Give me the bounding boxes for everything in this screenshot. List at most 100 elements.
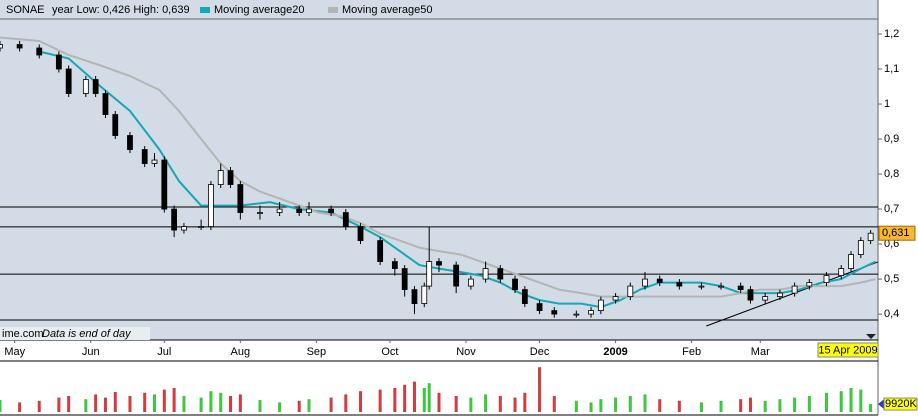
moving-average-line xyxy=(0,36,876,298)
volume-bar xyxy=(793,397,797,412)
candle-body xyxy=(257,212,263,214)
candle-body xyxy=(867,232,874,241)
volume-label: 9920K xyxy=(885,398,917,410)
volume-bar xyxy=(209,391,213,412)
date-label-box xyxy=(817,342,879,358)
volume-bar xyxy=(94,394,98,412)
footer-background xyxy=(0,327,150,340)
volume-bar xyxy=(469,397,473,412)
last-price-box xyxy=(878,225,916,241)
date-label: 15 Apr 2009 xyxy=(818,344,877,356)
volume-bar xyxy=(763,400,767,412)
candle-body xyxy=(171,208,178,231)
volume-bar xyxy=(454,396,458,412)
footer-source: ime.com xyxy=(2,328,44,340)
volume-bar xyxy=(614,397,618,412)
x-tick-label: Aug xyxy=(231,346,251,358)
volume-bar xyxy=(297,400,301,412)
candle-body xyxy=(237,184,244,213)
volume-bar xyxy=(329,397,333,412)
candle-body xyxy=(656,278,663,283)
volume-bar xyxy=(699,402,703,412)
scroll-triangle xyxy=(866,334,876,339)
candle-body xyxy=(82,79,89,94)
volume-bar xyxy=(57,397,61,412)
volume-bar xyxy=(748,397,752,412)
legend-swatch xyxy=(200,7,210,13)
volume-bar xyxy=(437,392,441,412)
candle-body xyxy=(698,285,705,288)
volume-pointer xyxy=(878,399,884,410)
candle-body xyxy=(181,226,187,231)
volume-bar xyxy=(359,391,363,412)
volume-bar xyxy=(849,388,853,412)
axis-background xyxy=(878,0,918,419)
volume-label-box xyxy=(883,397,918,411)
plot-background xyxy=(0,0,878,340)
candle-body xyxy=(357,226,364,241)
y-tick-label: 1,2 xyxy=(884,28,899,40)
candle-body xyxy=(737,285,744,290)
volume-bar xyxy=(869,404,873,412)
x-tick-label: Jul xyxy=(157,346,171,358)
candle-body xyxy=(426,261,433,287)
legend-label: Moving average50 xyxy=(342,4,433,16)
x-tick-label: Dec xyxy=(530,346,550,358)
candle-body xyxy=(328,208,334,213)
volume-bar xyxy=(589,402,593,412)
volume-bar xyxy=(484,394,488,412)
candle-body xyxy=(627,285,634,297)
y-tick-label: 0,8 xyxy=(884,168,899,180)
candle-body xyxy=(306,208,312,213)
candle-body xyxy=(848,254,854,269)
volume-bar xyxy=(807,396,811,412)
candle-body xyxy=(208,184,214,227)
volume-bar xyxy=(278,402,282,412)
footer-note: Data is end of day xyxy=(42,328,132,340)
volume-bar xyxy=(538,367,542,412)
candle-body xyxy=(718,285,724,288)
candle-body xyxy=(512,278,518,290)
volume-bar xyxy=(513,397,517,412)
volume-bar xyxy=(778,399,782,412)
volume-bar xyxy=(552,396,556,412)
candle-body xyxy=(141,149,148,164)
candle-body xyxy=(588,310,594,315)
volume-bar xyxy=(739,399,743,412)
candle-body xyxy=(421,285,428,304)
candle-body xyxy=(377,240,384,262)
moving-average-line xyxy=(38,50,876,309)
candle-body xyxy=(161,159,168,210)
candle-body xyxy=(198,226,205,228)
volume-bar xyxy=(719,400,723,412)
candle-body xyxy=(551,310,558,315)
candle-body xyxy=(391,261,398,269)
x-tick-label: May xyxy=(4,346,25,358)
x-tick-label: Nov xyxy=(456,346,476,358)
volume-bar xyxy=(258,400,262,412)
candle-body xyxy=(776,292,783,297)
candle-body xyxy=(102,93,109,115)
volume-bar xyxy=(422,388,426,412)
volume-bar xyxy=(238,394,242,412)
candle-body xyxy=(497,268,504,280)
candle-body xyxy=(0,44,3,49)
y-tick-label: 0,9 xyxy=(884,133,899,145)
candle-body xyxy=(16,44,23,49)
last-price-label: 0,631 xyxy=(882,227,910,239)
volume-bar xyxy=(153,394,157,412)
x-tick-label: 2009 xyxy=(603,346,627,358)
y-tick-label: 1 xyxy=(884,98,890,110)
candle-body xyxy=(453,264,460,287)
y-tick-label: 0,6 xyxy=(884,238,899,250)
candle-body xyxy=(55,54,62,70)
y-tick-label: 0,5 xyxy=(884,273,899,285)
candle-body xyxy=(36,47,43,56)
volume-bar xyxy=(599,399,603,412)
y-tick-label: 0,4 xyxy=(884,308,899,320)
candle-body xyxy=(806,282,813,287)
volume-bar xyxy=(344,394,348,412)
candle-body xyxy=(217,170,224,185)
volume-bar xyxy=(658,399,662,412)
